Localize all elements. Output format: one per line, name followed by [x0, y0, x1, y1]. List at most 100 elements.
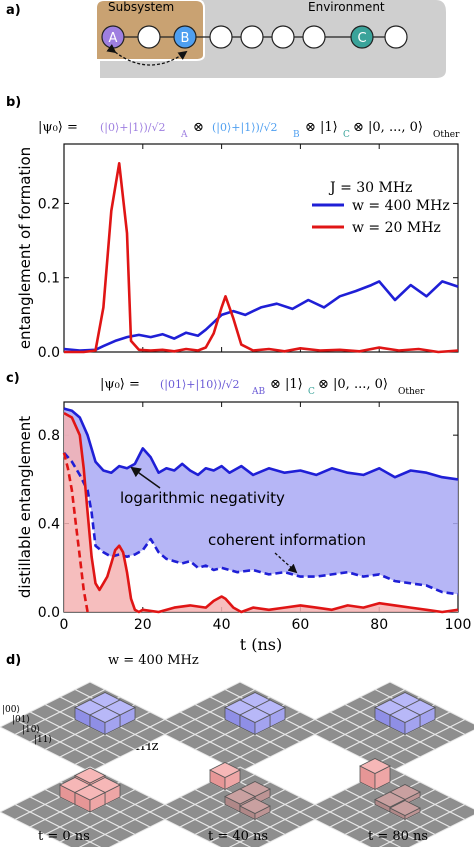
plate-tile	[228, 841, 252, 847]
bar-top	[74, 767, 106, 784]
annotation-logneg-arrow	[130, 466, 161, 489]
plot-frame	[63, 143, 459, 353]
term-other-c: ⊗ |0, ..., 0⟩	[318, 377, 388, 392]
term-b: (|0⟩+|1⟩)/√2	[212, 121, 278, 135]
plate-tile	[58, 833, 92, 847]
series-coherent-w400	[63, 451, 459, 596]
y-axis-label: distillable entanglement	[16, 416, 34, 598]
x-axis-label: t (ns)	[240, 635, 283, 654]
basis-label-11: |11⟩	[34, 735, 52, 745]
plate-tile	[78, 841, 102, 847]
term-ab-sub: AB	[251, 387, 265, 397]
plate-w400-t80	[298, 681, 474, 773]
plate-w20-t80	[298, 758, 474, 847]
bar-top	[374, 791, 406, 808]
series-logneg-w20	[63, 411, 459, 614]
panel-label-b: b)	[6, 95, 21, 110]
panel-label-c: c)	[6, 371, 20, 386]
term-a-sub: A	[180, 130, 188, 140]
x-tick-label: 0	[60, 617, 69, 633]
qubit-c-label: C	[357, 31, 366, 46]
plate-tile	[378, 841, 402, 847]
term-ab: (|01⟩+|10⟩)/√2	[160, 378, 240, 392]
y-tick-label: 0.4	[38, 517, 60, 533]
panel-c-state: |ψ₀⟩ = (|01⟩+|10⟩)/√2 AB ⊗ |1⟩ C ⊗ |0, .…	[100, 377, 425, 397]
panel-label-a: a)	[6, 3, 21, 18]
qubit-a-label: A	[109, 31, 118, 46]
y-axis-label: entanglement of formation	[16, 147, 34, 349]
qubit-node	[240, 25, 264, 49]
area-fill-w20	[64, 413, 458, 612]
basis-label-10: |10⟩	[22, 725, 40, 735]
legend-entry: w = 20 MHz	[352, 220, 441, 236]
state-prefix-c: |ψ₀⟩ =	[100, 377, 140, 392]
annotation-coherent: coherent information	[208, 531, 366, 549]
y-tick-label: 0.8	[38, 428, 60, 444]
y-tick-label: 0.2	[38, 196, 60, 212]
series-w400-line	[63, 280, 459, 352]
plate-tile	[238, 833, 272, 847]
w-high-label: w = 400 MHz	[108, 653, 199, 668]
y-tick-label: 0.0	[38, 605, 60, 621]
bar-top	[239, 707, 271, 723]
plate-w20-t0	[0, 766, 182, 847]
bar-top	[224, 788, 256, 805]
plate-w400-t40	[148, 681, 332, 773]
term-other-c-sub: Other	[398, 387, 425, 397]
qubit-node	[137, 25, 161, 49]
panel-label-d: d)	[6, 653, 21, 668]
legend-entry: w = 400 MHz	[352, 198, 450, 214]
bar-top	[74, 784, 106, 801]
basis-label-01: |01⟩	[12, 715, 30, 725]
legend-title: J = 30 MHz	[328, 180, 412, 196]
state-prefix-b: |ψ₀⟩ =	[38, 120, 78, 135]
x-tick-label: 100	[445, 617, 472, 633]
annotation-logneg: logarithmic negativity	[120, 489, 285, 507]
qubit-node	[384, 25, 408, 49]
x-tick-label: 60	[291, 617, 309, 633]
bar-top	[389, 707, 421, 723]
term-other-b-sub: Other	[433, 130, 460, 140]
panel-b-state: |ψ₀⟩ = (|0⟩+|1⟩)/√2 A ⊗ (|0⟩+|1⟩)/√2 B ⊗…	[38, 120, 460, 140]
density-matrix-plots	[0, 681, 474, 847]
area-fill-w400	[64, 408, 458, 595]
panel-a-diagram: Subsystem Environment A B C	[95, 0, 446, 78]
time-label-40: t = 40 ns	[208, 829, 268, 844]
x-tick-label: 80	[370, 617, 388, 633]
time-label-80: t = 80 ns	[368, 829, 428, 844]
plate-w20-t40	[148, 762, 332, 847]
x-tick-label: 40	[213, 617, 231, 633]
term-c-c-sub: C	[308, 387, 315, 397]
plate-tile	[88, 833, 122, 847]
term-other-b: ⊗ |0, ..., 0⟩	[353, 120, 423, 135]
series-coherent-w20	[62, 452, 89, 613]
x-tick-label: 20	[134, 617, 152, 633]
qubit-node	[302, 25, 326, 49]
bar-top	[209, 762, 241, 778]
bar-top	[89, 707, 121, 723]
bar-top	[239, 798, 271, 814]
series-w20-line	[64, 162, 459, 354]
environment-label: Environment	[308, 0, 385, 14]
qubit-node	[271, 25, 295, 49]
term-b-sub: B	[293, 130, 300, 140]
term-c-c: ⊗ |1⟩	[270, 377, 303, 392]
bar-top	[359, 758, 391, 774]
term-c-b-sub: C	[343, 130, 350, 140]
bar-top	[389, 800, 421, 816]
time-label-0: t = 0 ns	[38, 829, 90, 844]
basis-labels: |00⟩ |01⟩ |10⟩ |11⟩	[2, 705, 52, 745]
term-c-b: ⊗ |1⟩	[305, 120, 338, 135]
otimes-b1: ⊗	[193, 120, 204, 135]
qubit-c	[350, 25, 374, 49]
y-tick-label: 0.1	[38, 271, 60, 287]
qubit-b-label: B	[181, 31, 190, 46]
plate-tile	[358, 833, 392, 847]
basis-label-00: |00⟩	[2, 705, 20, 715]
plate-tile	[388, 833, 422, 847]
subsystem-label: Subsystem	[108, 0, 174, 14]
qubit-node	[209, 25, 233, 49]
